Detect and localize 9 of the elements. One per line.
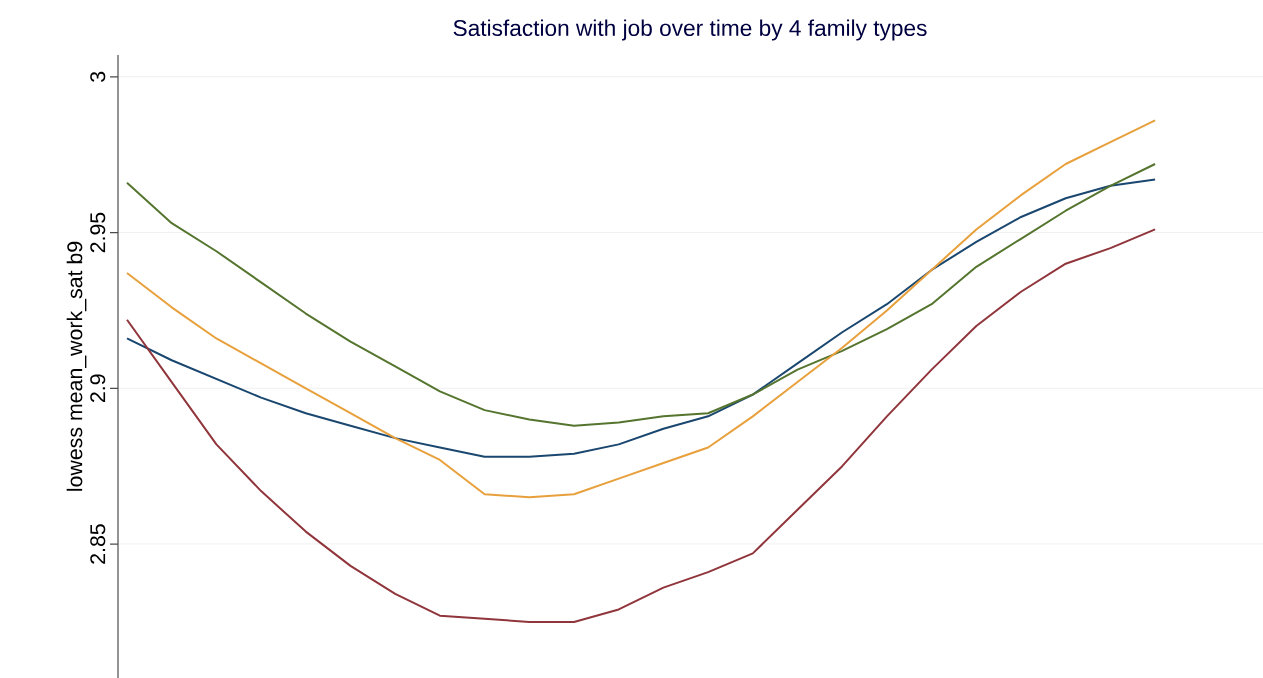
y-tick-label: 3 [90,71,106,82]
chart-title: Satisfaction with job over time by 4 family types [453,19,927,41]
line-series [126,163,1157,427]
y-tick-label: 2.9 [90,374,106,403]
y-tick-label: 2.85 [90,524,106,564]
line-series [126,119,1157,499]
y-axis-title: lowess mean_work_sat b9 [66,241,87,491]
line-series [126,228,1157,623]
y-tick-label: 2.95 [90,212,106,253]
